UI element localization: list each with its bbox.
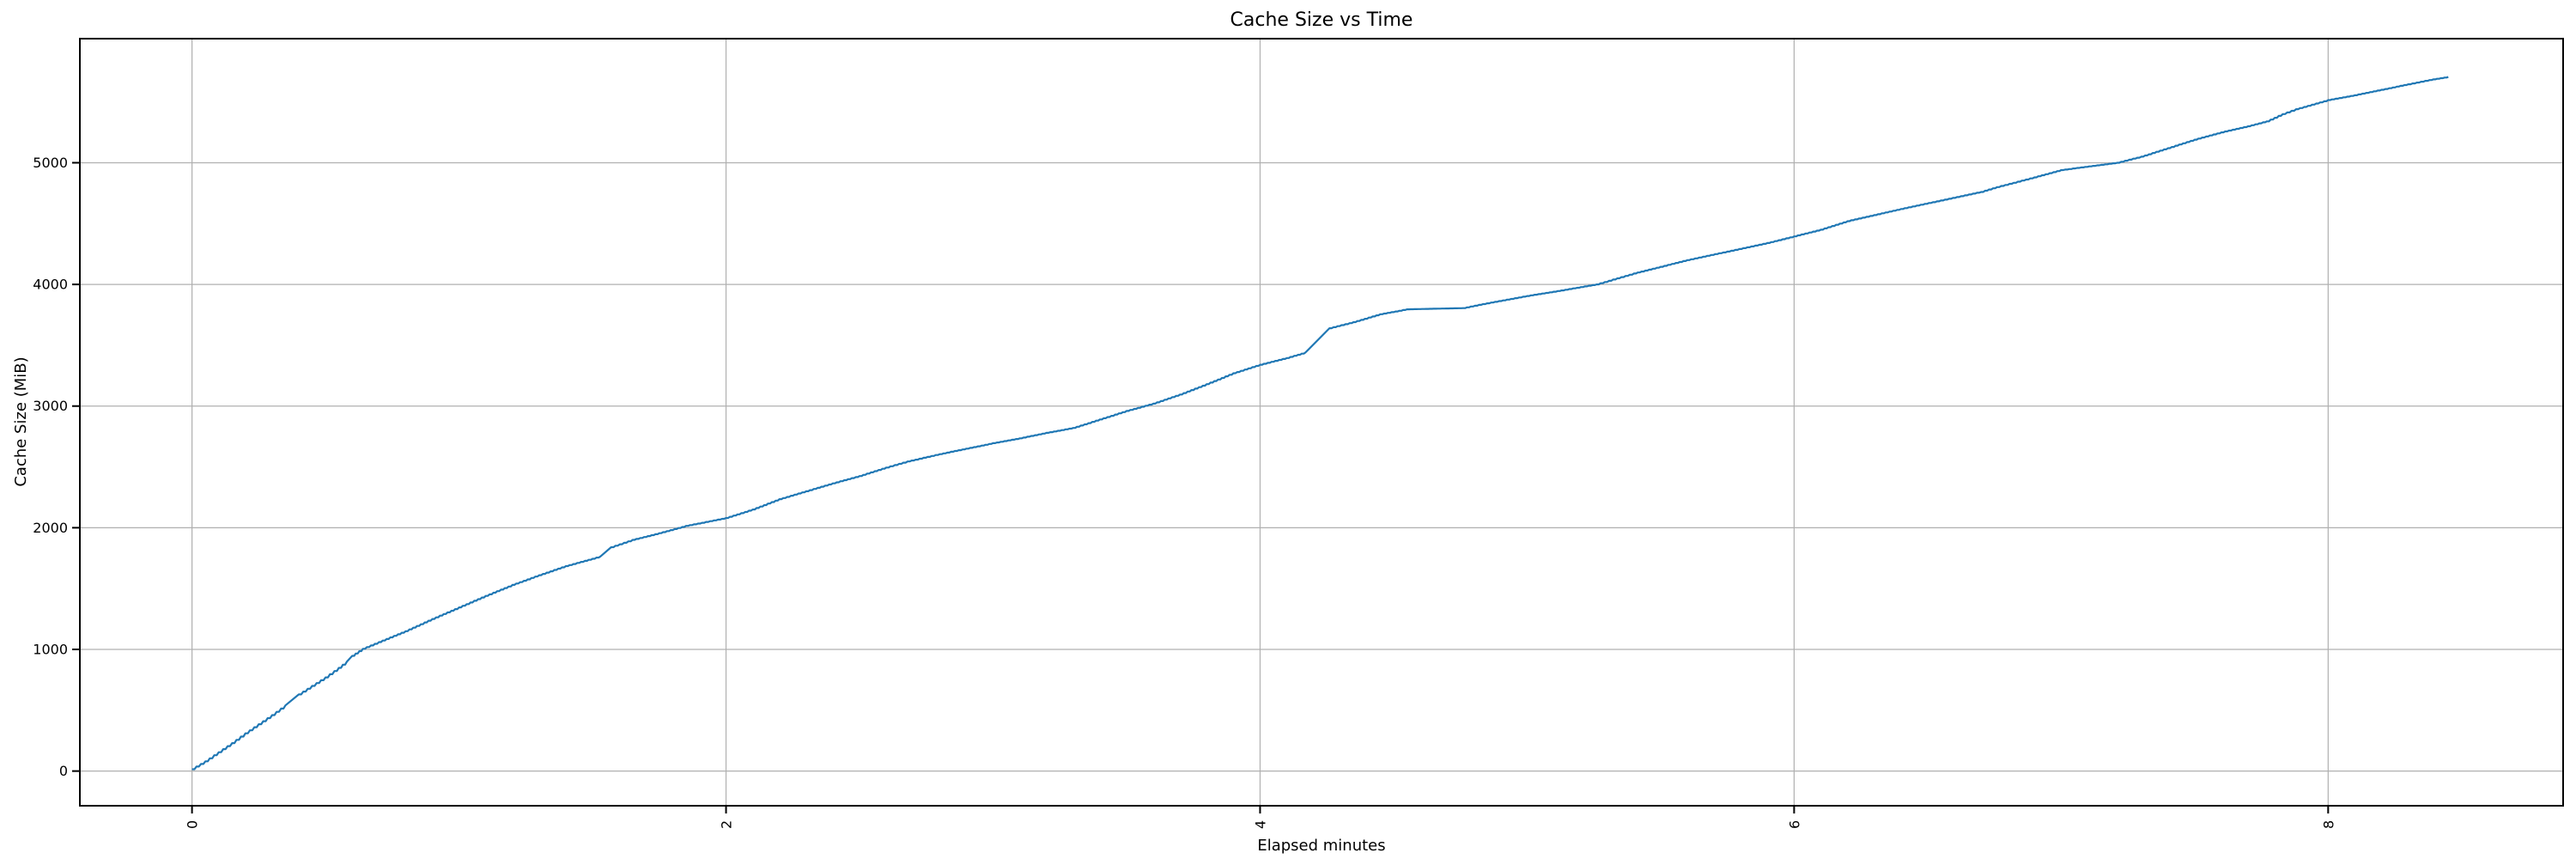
plot-area [80, 39, 2563, 806]
x-tick-label: 8 [2320, 820, 2336, 829]
x-axis-label: Elapsed minutes [1257, 837, 1385, 855]
x-tick-label: 4 [1252, 820, 1268, 829]
y-axis-ticks [72, 161, 80, 772]
y-axis-label: Cache Size (MiB) [12, 356, 30, 486]
x-tick-labels: 0 2 4 6 8 [185, 820, 2337, 829]
y-tick-label: 1000 [33, 642, 68, 658]
axes-spines [79, 38, 2564, 807]
y-tick-label: 4000 [33, 277, 68, 293]
x-axis-ticks [191, 806, 2330, 813]
y-tick-label: 5000 [33, 155, 68, 171]
data-series [191, 76, 2449, 771]
vertical-gridlines [191, 39, 2329, 806]
data-line-cache_size_mib [191, 76, 2449, 771]
y-tick-label: 3000 [33, 398, 68, 414]
y-tick-label: 2000 [33, 520, 68, 536]
horizontal-gridlines [80, 161, 2563, 772]
x-tick-label: 0 [185, 820, 201, 829]
y-tick-label: 0 [59, 763, 68, 779]
x-tick-label: 6 [1786, 820, 1802, 829]
x-tick-label: 2 [719, 820, 735, 829]
y-tick-labels: 0 1000 2000 3000 4000 5000 [33, 155, 68, 779]
chart-title: Cache Size vs Time [1230, 9, 1413, 31]
